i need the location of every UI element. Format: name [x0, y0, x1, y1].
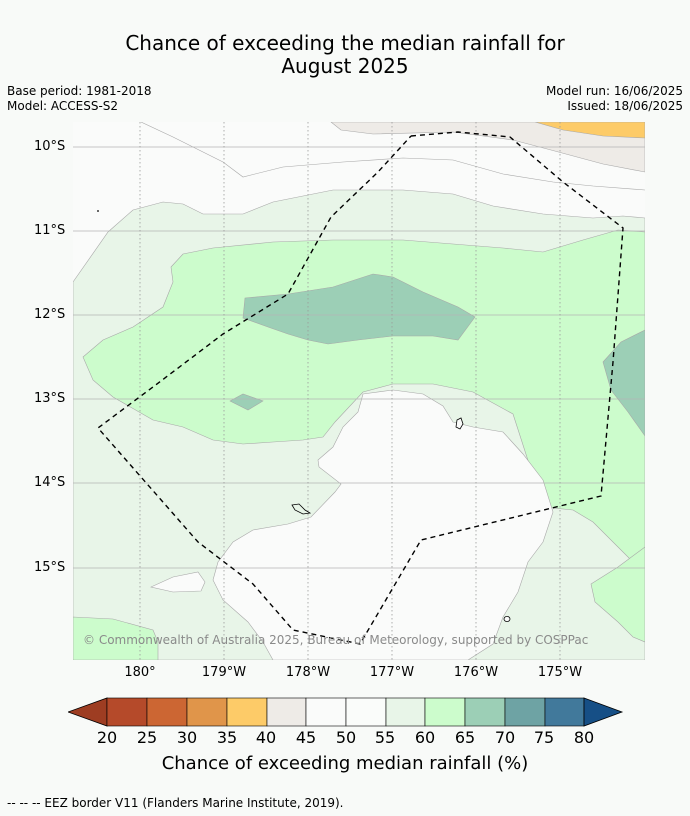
- lat-label-11s: 11°S: [34, 223, 66, 238]
- map-title: Chance of exceeding the median rainfall …: [0, 32, 690, 78]
- colorbar-low-arrow: [68, 697, 108, 727]
- colorbar-tick-80: 80: [573, 728, 595, 747]
- island-dot: [503, 615, 511, 622]
- colorbar-tick-50: 50: [335, 728, 357, 747]
- contour-65-70-small: [229, 393, 264, 411]
- colorbar-bin-60-65: [424, 697, 466, 727]
- colorbar-bin-25-30: [146, 697, 188, 727]
- colorbar-bin-20-25: [106, 697, 148, 727]
- lon-label-175w: 175°W: [537, 665, 583, 680]
- copyright-text: © Commonwealth of Australia 2025, Bureau…: [83, 633, 588, 647]
- contour-35-40-northeast: [534, 122, 645, 139]
- colorbar-bin-40-45: [266, 697, 307, 727]
- lon-label-180: 180°: [124, 665, 156, 680]
- colorbar-tick-70: 70: [494, 728, 516, 747]
- colorbar-tick-20: 20: [96, 728, 118, 747]
- meta-right: Model run: 16/06/2025 Issued: 18/06/2025: [546, 84, 683, 114]
- colorbar-tick-35: 35: [216, 728, 238, 747]
- colorbar-tick-45: 45: [295, 728, 317, 747]
- issued-date: Issued: 18/06/2025: [567, 99, 683, 113]
- lon-label-178w: 178°W: [285, 665, 331, 680]
- colorbar-bin-35-40: [226, 697, 268, 727]
- base-period: Base period: 1981-2018: [7, 84, 152, 98]
- contour-50-55-southwest: [150, 571, 206, 593]
- title-line-1: Chance of exceeding the median rainfall …: [125, 31, 565, 55]
- contour-60-65-southeast: [590, 546, 645, 643]
- contour-45-50-north: [330, 122, 645, 173]
- title-line-2: August 2025: [281, 54, 409, 78]
- contour-65-70-central: [242, 273, 476, 345]
- colorbar-tick-65: 65: [454, 728, 476, 747]
- colorbar-tick-55: 55: [374, 728, 396, 747]
- lon-label-179w: 179°W: [201, 665, 247, 680]
- colorbar-bin-45-50: [305, 697, 347, 727]
- colorbar-tick-30: 30: [176, 728, 198, 747]
- lon-label-177w: 177°W: [369, 665, 415, 680]
- colorbar-bin-70-75: [504, 697, 546, 727]
- colorbar-tick-40: 40: [255, 728, 277, 747]
- lat-label-10s: 10°S: [34, 139, 66, 154]
- meridians: [139, 122, 561, 660]
- contour-50-55-interior: [212, 389, 554, 660]
- colorbar-high-arrow: [583, 697, 624, 727]
- colorbar-tick-60: 60: [414, 728, 436, 747]
- colorbar-label: Chance of exceeding median rainfall (%): [161, 753, 529, 774]
- colorbar-bin-50-55: [345, 697, 387, 727]
- island-dot-2: [97, 210, 99, 212]
- lat-label-12s: 12°S: [34, 307, 66, 322]
- eez-footer-note: -- -- -- EEZ border V11 (Flanders Marine…: [7, 796, 344, 810]
- contour-60-65-southwest: [73, 616, 159, 660]
- model-run: Model run: 16/06/2025: [545, 84, 683, 98]
- lat-label-14s: 14°S: [34, 475, 66, 490]
- colorbar-tick-75: 75: [533, 728, 555, 747]
- rainfall-map: © Commonwealth of Australia 2025, Bureau…: [73, 122, 645, 660]
- island-outline-2: [291, 503, 312, 515]
- lat-label-13s: 13°S: [34, 391, 66, 406]
- colorbar-bin-30-35: [186, 697, 228, 727]
- colorbar-bin-65-70: [464, 697, 506, 727]
- colorbar: [68, 697, 624, 727]
- colorbar-bin-75-80: [544, 697, 585, 727]
- model-name: Model: ACCESS-S2: [7, 99, 119, 113]
- lat-label-15s: 15°S: [34, 560, 66, 575]
- island-outline: [455, 417, 464, 430]
- lon-label-176w: 176°W: [453, 665, 499, 680]
- colorbar-bin-55-60: [385, 697, 426, 727]
- gridlines: [73, 146, 645, 569]
- colorbar-tick-25: 25: [136, 728, 158, 747]
- meta-left: Base period: 1981-2018 Model: ACCESS-S2: [7, 84, 152, 114]
